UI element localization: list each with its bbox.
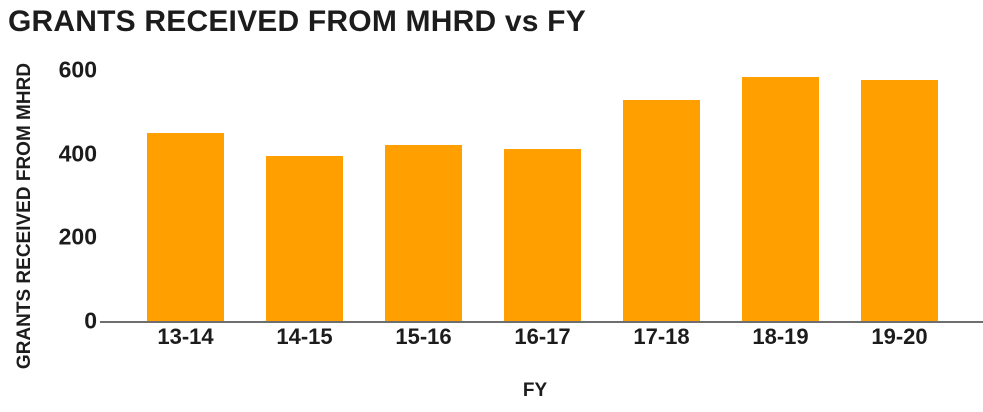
y-tick-label: 0 — [84, 307, 97, 334]
x-axis-ticks: 13-14 14-15 15-16 16-17 17-18 18-19 19-20 — [100, 326, 970, 348]
bar-17-18 — [623, 100, 700, 321]
y-tick-label: 200 — [58, 223, 97, 250]
plot-area — [100, 70, 983, 323]
y-tick-label: 600 — [58, 56, 97, 83]
x-tick-label: 14-15 — [276, 324, 333, 349]
x-tick-label: 19-20 — [871, 324, 928, 349]
x-tick-label: 18-19 — [752, 324, 809, 349]
bar-14-15 — [266, 156, 343, 321]
bar-13-14 — [147, 133, 224, 321]
y-axis-ticks: 0 200 400 600 — [0, 0, 97, 412]
x-tick-label: 13-14 — [157, 324, 214, 349]
x-axis-title: FY — [522, 380, 548, 401]
x-tick-label: 15-16 — [395, 324, 452, 349]
bar-18-19 — [742, 77, 819, 321]
y-tick-label: 400 — [58, 140, 97, 167]
bar-15-16 — [385, 145, 462, 321]
chart-title: GRANTS RECEIVED FROM MHRD vs FY — [8, 5, 586, 38]
x-tick-label: 17-18 — [633, 324, 690, 349]
x-tick-label: 16-17 — [514, 324, 571, 349]
bar-16-17 — [504, 149, 581, 321]
bar-19-20 — [861, 80, 938, 321]
